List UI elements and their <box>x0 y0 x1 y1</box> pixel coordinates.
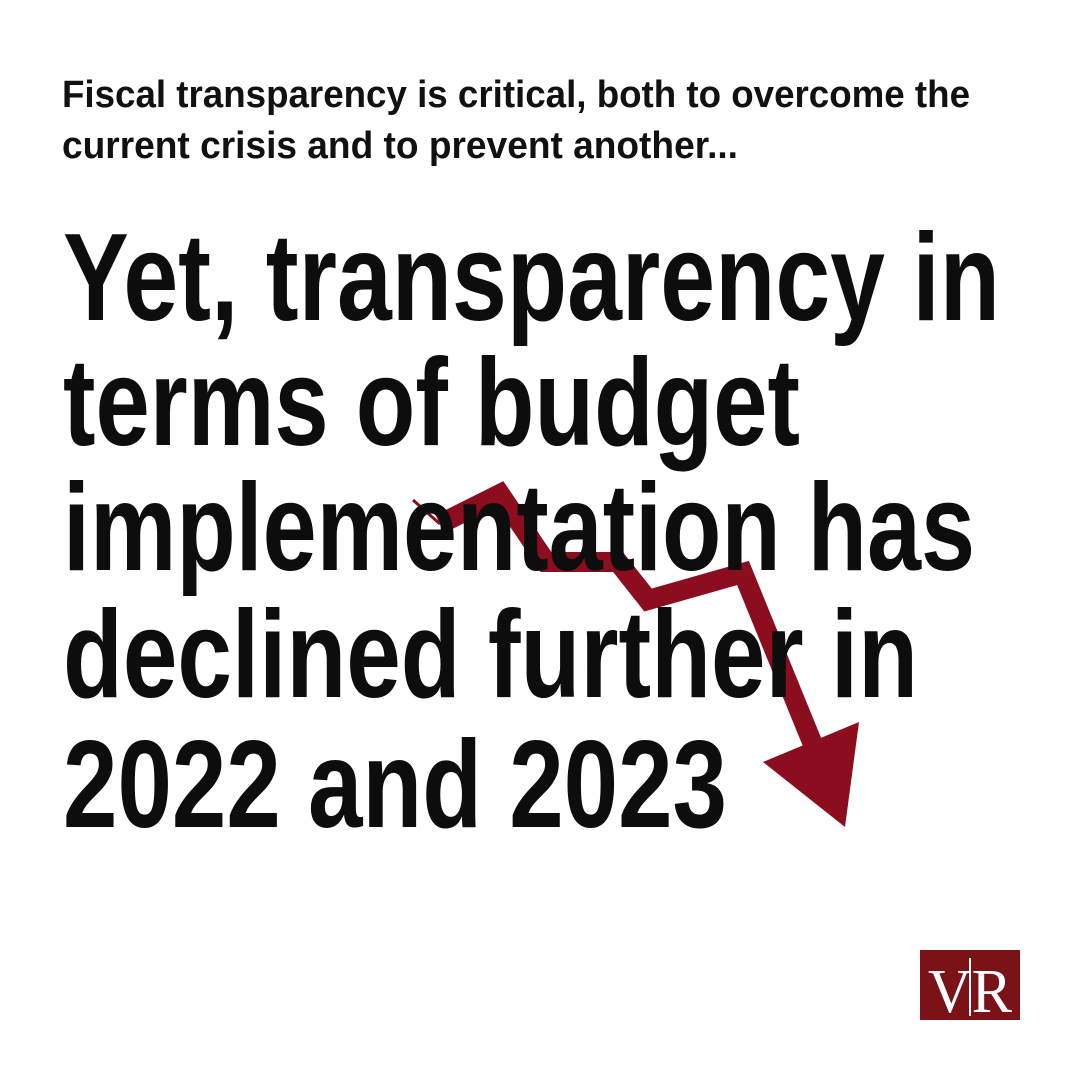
headline-line: 2022 and 2023 <box>63 716 727 854</box>
decline-arrow <box>412 481 859 827</box>
logo: VR <box>920 950 1020 1026</box>
headline-line: declined further in <box>63 586 918 724</box>
headline-line: implementation has <box>63 459 975 597</box>
headline-line: terms of budget <box>63 334 800 472</box>
intro-line: Fiscal transparency is critical, both to… <box>62 74 970 116</box>
intro-line: current crisis and to prevent another... <box>62 125 738 167</box>
arrow-tail <box>412 498 441 526</box>
arrow-line <box>435 481 822 746</box>
headline-line: Yet, transparency in <box>63 209 1000 347</box>
arrow-head <box>763 722 859 827</box>
